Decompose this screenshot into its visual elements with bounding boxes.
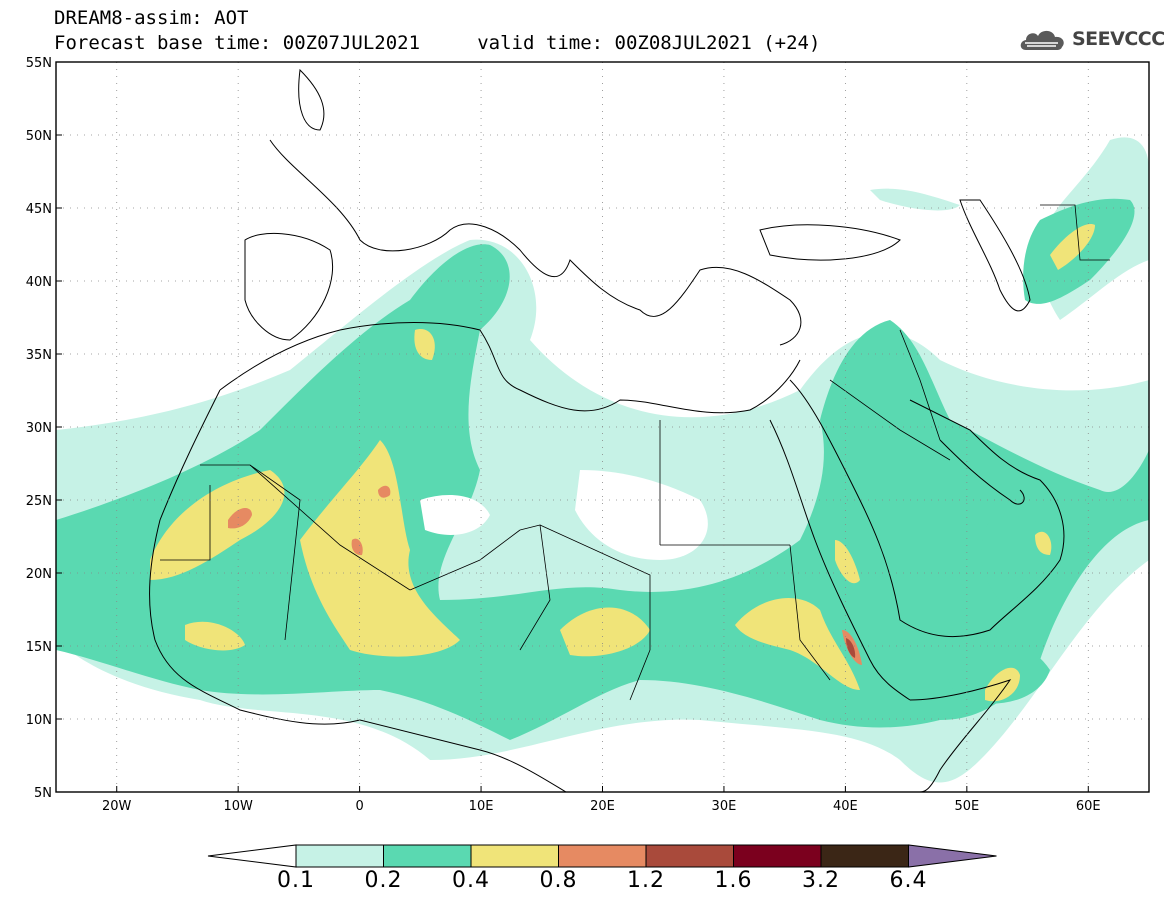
aot-band-0-4-arabian-sea: [985, 667, 1020, 702]
aot-band-0-8-mauritania: [228, 508, 252, 529]
colorbar-swatch: [820, 844, 909, 868]
coast-persian-gulf: [939, 439, 1025, 505]
colorbar-swatch: [733, 844, 822, 868]
aot-band-0-4-sahel: [300, 440, 460, 657]
coastlines: [149, 68, 1065, 792]
colorbar-swatch: [383, 844, 472, 868]
coast-west-africa: [149, 389, 567, 792]
lat-tick-label: 40N: [26, 275, 52, 290]
coast-north-africa: [219, 322, 801, 414]
coast-caspian: [959, 199, 1031, 312]
colorbar-overflow-triangle: [908, 844, 997, 868]
product-title: DREAM8-assim: AOT: [54, 7, 249, 29]
aot-clear-patch-libya: [575, 470, 708, 560]
border-libya-chad: [539, 524, 651, 650]
lat-tick-label: 10N: [26, 713, 52, 728]
border-algeria-niger: [409, 529, 521, 591]
aot-band-0-1-caspian: [870, 188, 960, 211]
colorbar-label: 0.1: [277, 868, 315, 893]
border-sudan-chad: [629, 649, 651, 701]
graticule: [56, 62, 1149, 792]
lat-tick-label: 20N: [26, 567, 52, 582]
cloud-logo-icon: [1020, 30, 1064, 50]
border-niger-chad: [519, 524, 551, 651]
colorbar-swatch: [645, 844, 734, 868]
colorbar-underflow-triangle: [207, 844, 297, 868]
border-ethiopia-sudan: [789, 544, 831, 681]
lon-tick-label: 0: [355, 799, 363, 814]
colorbar-label: 3.2: [802, 868, 840, 893]
lat-tick-label: 25N: [26, 494, 52, 509]
lat-tick-label: 15N: [26, 640, 52, 655]
aot-band-0-4-west: [150, 470, 285, 580]
brand-name: SEEVCCC: [1072, 28, 1165, 50]
country-borders: [160, 204, 1110, 701]
coast-red-sea: [769, 419, 911, 701]
colorbar-label: 0.2: [364, 868, 403, 893]
colorbar-label: 1.2: [627, 868, 665, 893]
coast-europe: [269, 139, 802, 346]
lon-tick-label: 10E: [469, 799, 494, 814]
lon-tick-label: 30E: [712, 799, 737, 814]
aot-band-0-4-eritrea: [835, 540, 860, 584]
coast-black-sea: [759, 224, 901, 261]
aot-band-0-4-mauritania: [185, 621, 245, 651]
aot-band-1-2-red-sea: [846, 638, 856, 658]
lat-tick-label: 45N: [26, 202, 52, 217]
colorbar-label: 6.4: [889, 868, 928, 893]
lat-tick-label: 50N: [26, 129, 52, 144]
border-caspian-region: [1040, 204, 1110, 261]
forecast-times: Forecast base time: 00Z07JUL2021 valid t…: [54, 32, 821, 54]
lon-tick-label: 20E: [590, 799, 615, 814]
aot-band-0-4-sudan: [735, 598, 860, 690]
border-algeria-mali: [249, 464, 411, 591]
lat-tick-label: 5N: [34, 786, 52, 801]
border-iraq-iran: [899, 329, 941, 441]
aot-band-0-8-mali: [351, 538, 363, 556]
colorbar-swatch: [470, 844, 559, 868]
coast-iberia: [244, 232, 334, 341]
colorbar-label: 1.6: [714, 868, 753, 893]
aot-band-0-4-caspian: [1050, 224, 1095, 270]
aot-band-0-4-oman: [1035, 531, 1052, 555]
border-mauritania: [200, 464, 301, 641]
colorbar-swatch: [295, 844, 384, 868]
border-western-sahara: [160, 485, 211, 561]
brand-logo: SEEVCCC: [1018, 26, 1165, 52]
border-saudi-north: [829, 379, 951, 461]
aot-band-0-8-algeria: [378, 485, 391, 498]
lat-tick-label: 35N: [26, 348, 52, 363]
aot-clear-patch-sahara: [420, 495, 490, 535]
aot-band-0-2-arabian-sea: [944, 636, 1050, 704]
aot-field: [56, 68, 1149, 792]
lon-tick-label: 20W: [102, 799, 132, 814]
lon-tick-label: 50E: [954, 799, 979, 814]
aot-band-0-4-algeria: [414, 329, 435, 360]
lat-tick-label: 55N: [26, 56, 52, 71]
lon-tick-label: 10W: [223, 799, 253, 814]
lon-tick-label: 60E: [1076, 799, 1101, 814]
lat-tick-label: 30N: [26, 421, 52, 436]
colorbar: [207, 844, 997, 868]
colorbar-label: 0.8: [539, 868, 578, 893]
axis-ticks: 20W 10W 0 10E 20E 30E 40E 50E 60E 55N 50N 45N 40N 35N…: [26, 56, 1101, 814]
lon-tick-label: 40E: [833, 799, 858, 814]
aot-band-0-4-chad: [560, 607, 650, 657]
coast-british-isles: [298, 68, 325, 131]
colorbar-swatch: [558, 844, 647, 868]
coast-arabia: [789, 379, 1065, 638]
colorbar-label: 0.4: [452, 868, 490, 893]
coast-horn-africa: [909, 679, 1012, 792]
